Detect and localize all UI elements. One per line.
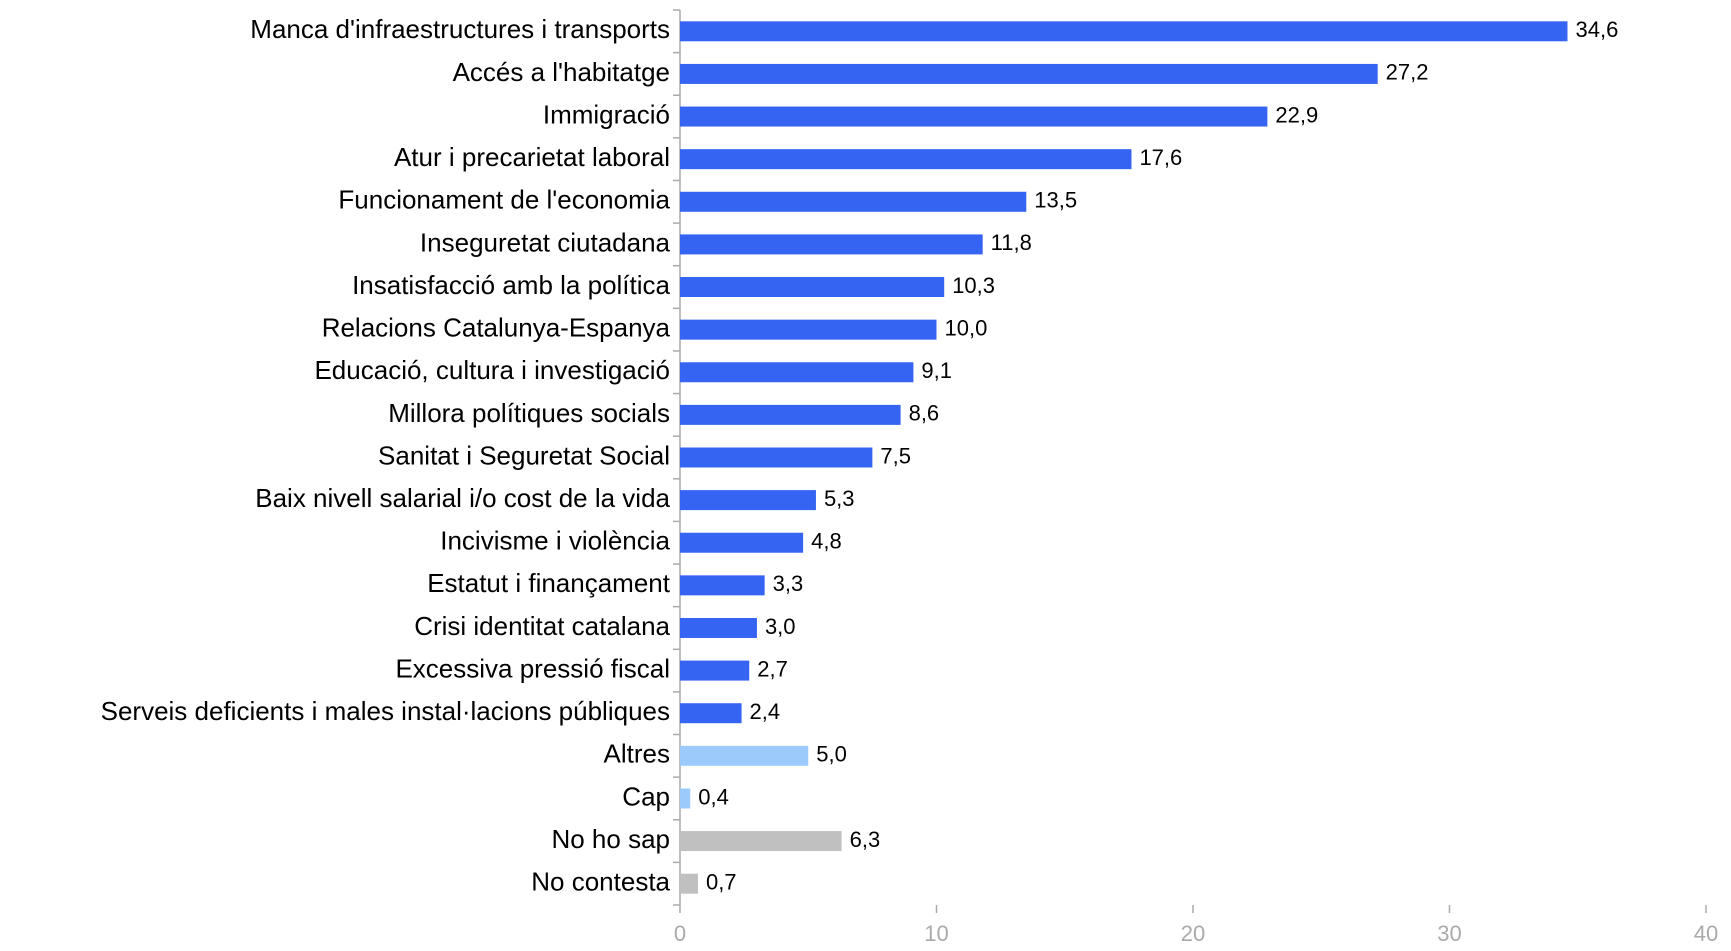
value-label: 10,0 xyxy=(945,315,988,340)
x-tick-label: 20 xyxy=(1181,921,1205,946)
value-label: 5,3 xyxy=(824,486,855,511)
x-tick-label: 10 xyxy=(924,921,948,946)
x-tick-label: 30 xyxy=(1437,921,1461,946)
bar xyxy=(680,532,804,553)
category-label: Crisi identitat catalana xyxy=(414,611,670,641)
bar xyxy=(680,63,1378,84)
bar xyxy=(680,490,816,511)
value-label: 7,5 xyxy=(880,443,911,468)
x-tick-label: 40 xyxy=(1694,921,1718,946)
bar xyxy=(680,831,842,852)
bar xyxy=(680,873,698,894)
bar xyxy=(680,575,765,596)
value-label: 9,1 xyxy=(921,358,952,383)
bar xyxy=(680,21,1568,42)
value-label: 5,0 xyxy=(816,742,847,767)
category-label: Educació, cultura i investigació xyxy=(314,355,670,385)
bar xyxy=(680,106,1268,127)
value-label: 34,6 xyxy=(1575,17,1618,42)
category-label: Insatisfacció amb la política xyxy=(352,270,670,300)
category-label: Manca d'infraestructures i transports xyxy=(250,14,670,44)
value-label: 22,9 xyxy=(1275,102,1318,127)
category-label: Cap xyxy=(622,781,670,811)
bar xyxy=(680,319,937,340)
bar xyxy=(680,277,945,298)
category-label: Accés a l'habitatge xyxy=(453,57,670,87)
bar xyxy=(680,149,1132,170)
value-label: 0,7 xyxy=(706,870,737,895)
category-label: Sanitat i Seguretat Social xyxy=(378,440,670,470)
value-label: 13,5 xyxy=(1034,188,1077,213)
category-label: Excessiva pressió fiscal xyxy=(395,653,670,683)
category-label: Incivisme i violència xyxy=(440,526,670,556)
category-label: Funcionament de l'economia xyxy=(338,185,670,215)
category-label: Estatut i finançament xyxy=(427,568,671,598)
category-label: Immigració xyxy=(543,99,670,129)
value-label: 17,6 xyxy=(1139,145,1182,170)
value-label: 10,3 xyxy=(952,273,995,298)
bar xyxy=(680,404,901,425)
x-tick-label: 0 xyxy=(674,921,686,946)
value-label: 2,7 xyxy=(757,656,788,681)
bar xyxy=(680,745,809,766)
bar xyxy=(680,617,757,638)
value-label: 3,3 xyxy=(773,571,804,596)
value-label: 6,3 xyxy=(850,827,881,852)
category-label: Serveis deficients i males instal·lacion… xyxy=(101,696,670,726)
category-label: Altres xyxy=(604,739,670,769)
value-label: 3,0 xyxy=(765,614,796,639)
value-label: 11,8 xyxy=(991,230,1032,255)
bar xyxy=(680,788,691,809)
category-label: Relacions Catalunya-Espanya xyxy=(322,313,671,343)
bar xyxy=(680,703,742,724)
category-label: Atur i precarietat laboral xyxy=(394,142,670,172)
value-label: 2,4 xyxy=(750,699,781,724)
bar xyxy=(680,234,983,255)
bar xyxy=(680,362,914,383)
category-label: Baix nivell salarial i/o cost de la vida xyxy=(255,483,670,513)
bar xyxy=(680,447,873,468)
category-label: Inseguretat ciutadana xyxy=(420,227,671,257)
category-label: No contesta xyxy=(531,867,670,897)
category-label: Millora polítiques socials xyxy=(388,398,670,428)
category-label: No ho sap xyxy=(551,824,670,854)
value-label: 0,4 xyxy=(698,784,729,809)
value-label: 27,2 xyxy=(1386,60,1429,85)
bar xyxy=(680,660,750,681)
value-label: 8,6 xyxy=(909,401,940,426)
bar xyxy=(680,191,1027,212)
value-label: 4,8 xyxy=(811,529,842,554)
